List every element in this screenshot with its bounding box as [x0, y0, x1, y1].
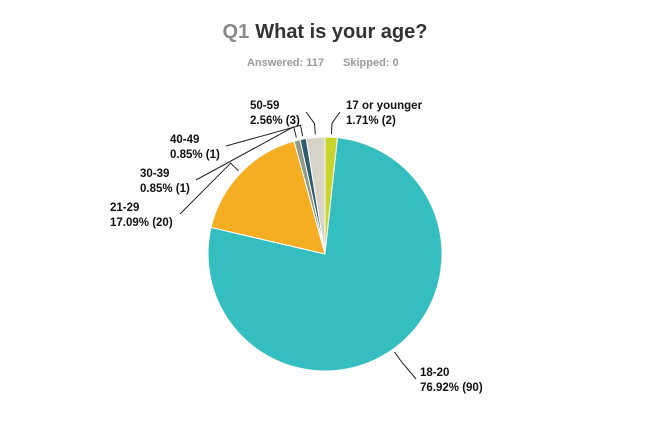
slice-label: 17 or younger: [346, 100, 423, 112]
slice-value-label: 17.09% (20): [110, 217, 173, 229]
slice-label: 21-29: [110, 202, 139, 214]
slice-value-label: 1.71% (2): [346, 115, 396, 127]
chart-title: What is your age?: [255, 21, 427, 43]
slice-label: 30-39: [140, 168, 169, 180]
leader-line: [225, 124, 304, 147]
chart-title-line: Q1 What is your age?: [223, 21, 428, 43]
leader-line: [330, 111, 341, 135]
pie-slice: [305, 136, 326, 255]
slice-value-label: 0.85% (1): [140, 183, 190, 195]
slice-value-label: 2.56% (3): [250, 115, 300, 127]
slice-label: 40-49: [170, 134, 199, 146]
question-number: Q1: [223, 21, 250, 43]
skipped: Skipped: 0: [343, 57, 399, 69]
leader-line: [179, 162, 239, 215]
slice-label: 50-59: [250, 100, 279, 112]
slice-label: 18-20: [420, 367, 449, 379]
leader-line: [394, 351, 417, 380]
answered: Answered: 117: [247, 57, 324, 69]
slice-value-label: 0.85% (1): [170, 149, 220, 161]
leader-line: [305, 111, 316, 135]
slice-value-label: 76.92% (90): [420, 382, 483, 394]
pie-slice: [210, 140, 326, 255]
